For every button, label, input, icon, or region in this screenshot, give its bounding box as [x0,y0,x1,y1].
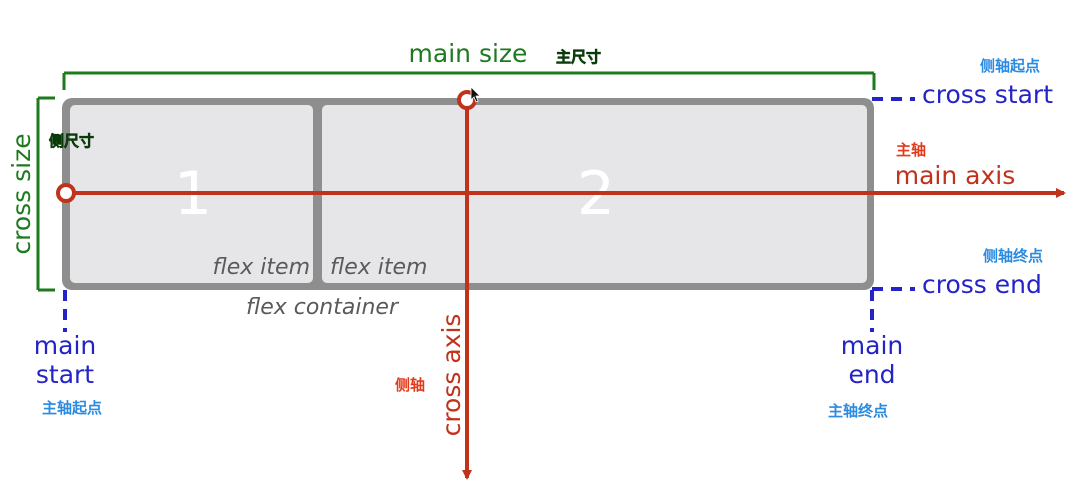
main-axis-origin [56,183,76,203]
main-end-label-line1: main [841,331,903,360]
cross-size-label: cross size [7,133,36,254]
cross-axis-label: cross axis [437,314,466,437]
cross-end-label: cross end [922,270,1042,299]
cross-start-cn-label: 侧轴起点 [980,57,1040,75]
flex-container-label: flex container [246,295,400,320]
main-start-label-line2: start [36,360,94,389]
main-size-label: main size [409,39,528,68]
flex-item-2-label: flex item [330,255,427,280]
cross-size-bracket [36,96,55,292]
main-start-cn-label: 主轴起点 [42,399,102,417]
main-end-cn-label: 主轴终点 [828,402,888,420]
cross-start-label: cross start [922,80,1053,109]
cross-size-cn-label: 侧尺寸 [49,132,94,150]
cross-end-cn-label: 侧轴终点 [983,247,1043,265]
main-size-cn-label: 主尺寸 [556,48,601,66]
main-size-bracket [62,71,876,90]
mouse-cursor-icon [470,86,481,103]
main-axis-cn-label: 主轴 [896,141,926,159]
main-end-label-line2: end [848,360,895,389]
flex-item-1-label: flex item [213,255,310,280]
cross-axis-cn-label: 侧轴 [395,376,425,394]
main-axis-label: main axis [895,161,1016,190]
main-start-label-line1: main [34,331,96,360]
